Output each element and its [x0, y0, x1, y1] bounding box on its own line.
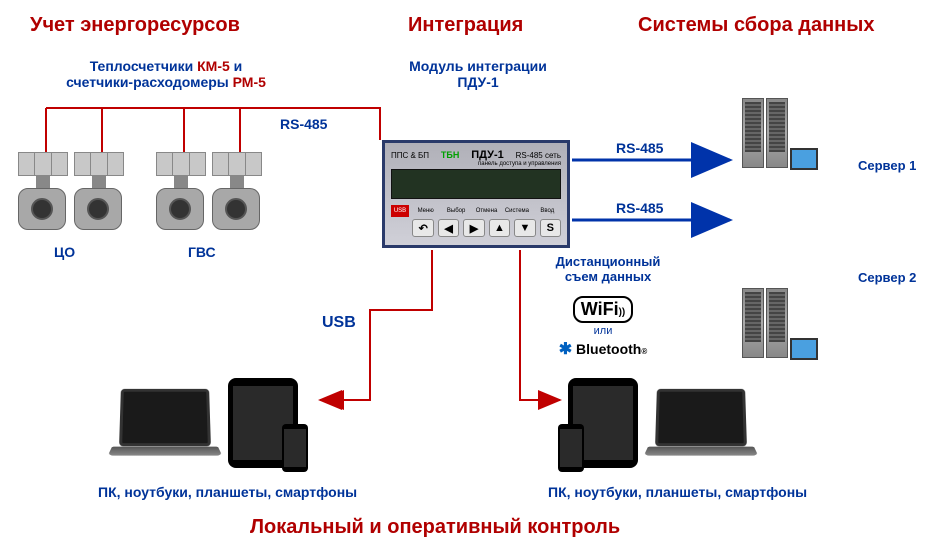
txt: съем данных [538, 269, 678, 284]
txt: Выбор [442, 208, 469, 214]
txt: РМ-5 [233, 74, 266, 90]
left-subtitle: Теплосчетчики КМ-5 и счетчики-расходомер… [56, 58, 276, 90]
bus-label-left: RS-485 [280, 116, 327, 132]
meter-icon [74, 152, 124, 230]
txt: Ввод [534, 208, 561, 214]
module-button: ◀ [438, 219, 459, 237]
module-usb-port: USB [391, 205, 409, 217]
devices-right-label: ПК, ноутбуки, планшеты, смартфоны [548, 484, 807, 500]
devices-left [110, 378, 298, 468]
txt: Модуль интеграции [378, 58, 578, 74]
integration-module: ППС & БП ТБН ПДУ-1 RS-485 сеть панель досту… [382, 140, 570, 248]
module-logo: ТБН [441, 150, 459, 160]
meter-icon [212, 152, 262, 230]
header-right: Системы сбора данных [638, 14, 874, 37]
remote-title: Дистанционный съем данных [538, 254, 678, 284]
txt: счетчики-расходомеры [66, 74, 229, 90]
module-button: ▲ [489, 219, 510, 237]
meter-label-1: ЦО [54, 244, 75, 260]
meter-icon [156, 152, 206, 230]
txt: ПДУ-1 [378, 74, 578, 90]
txt: Теплосчетчики [90, 58, 194, 74]
module-button: ▼ [514, 219, 535, 237]
txt: и [230, 58, 243, 74]
txt: или [558, 325, 648, 337]
txt: RS-485 сеть [516, 151, 561, 160]
server-1-label: Сервер 1 [858, 158, 916, 173]
bluetooth-icon: ✱ Bluetooth® [558, 339, 648, 359]
server-1-icon [742, 98, 832, 178]
txt: Система [503, 208, 530, 214]
meter-group-2 [156, 152, 262, 230]
usb-label: USB [322, 314, 356, 332]
module-button: S [540, 219, 561, 237]
bus-label-r2: RS-485 [616, 200, 663, 216]
module-screen [391, 169, 561, 199]
phone-icon [282, 424, 308, 472]
devices-right [568, 378, 756, 468]
header-bottom: Локальный и оперативный контроль [250, 516, 620, 539]
laptop-icon [110, 388, 220, 468]
txt: Отмена [473, 208, 500, 214]
txt: КМ-5 [197, 58, 230, 74]
header-left: Учет энергоресурсов [30, 14, 240, 37]
meter-group-1 [18, 152, 124, 230]
wireless-block: WiFi)) или ✱ Bluetooth® [558, 296, 648, 359]
module-button: ↶ [412, 219, 433, 237]
module-name: ПДУ-1 [471, 149, 504, 161]
wifi-icon: WiFi)) [558, 296, 648, 323]
center-subtitle: Модуль интеграции ПДУ-1 [378, 58, 578, 90]
txt: Меню [412, 208, 439, 214]
server-2-icon [742, 288, 832, 368]
phone-icon [558, 424, 584, 472]
module-button: ▶ [463, 219, 484, 237]
bus-label-r1: RS-485 [616, 140, 663, 156]
txt: панель доступа и управления [391, 161, 561, 167]
server-2-label: Сервер 2 [858, 270, 916, 285]
devices-left-label: ПК, ноутбуки, планшеты, смартфоны [98, 484, 357, 500]
txt: Дистанционный [538, 254, 678, 269]
meter-icon [18, 152, 68, 230]
header-center: Интеграция [408, 14, 523, 37]
laptop-icon [646, 388, 756, 468]
txt: ППС & БП [391, 151, 429, 160]
meter-label-2: ГВС [188, 244, 216, 260]
